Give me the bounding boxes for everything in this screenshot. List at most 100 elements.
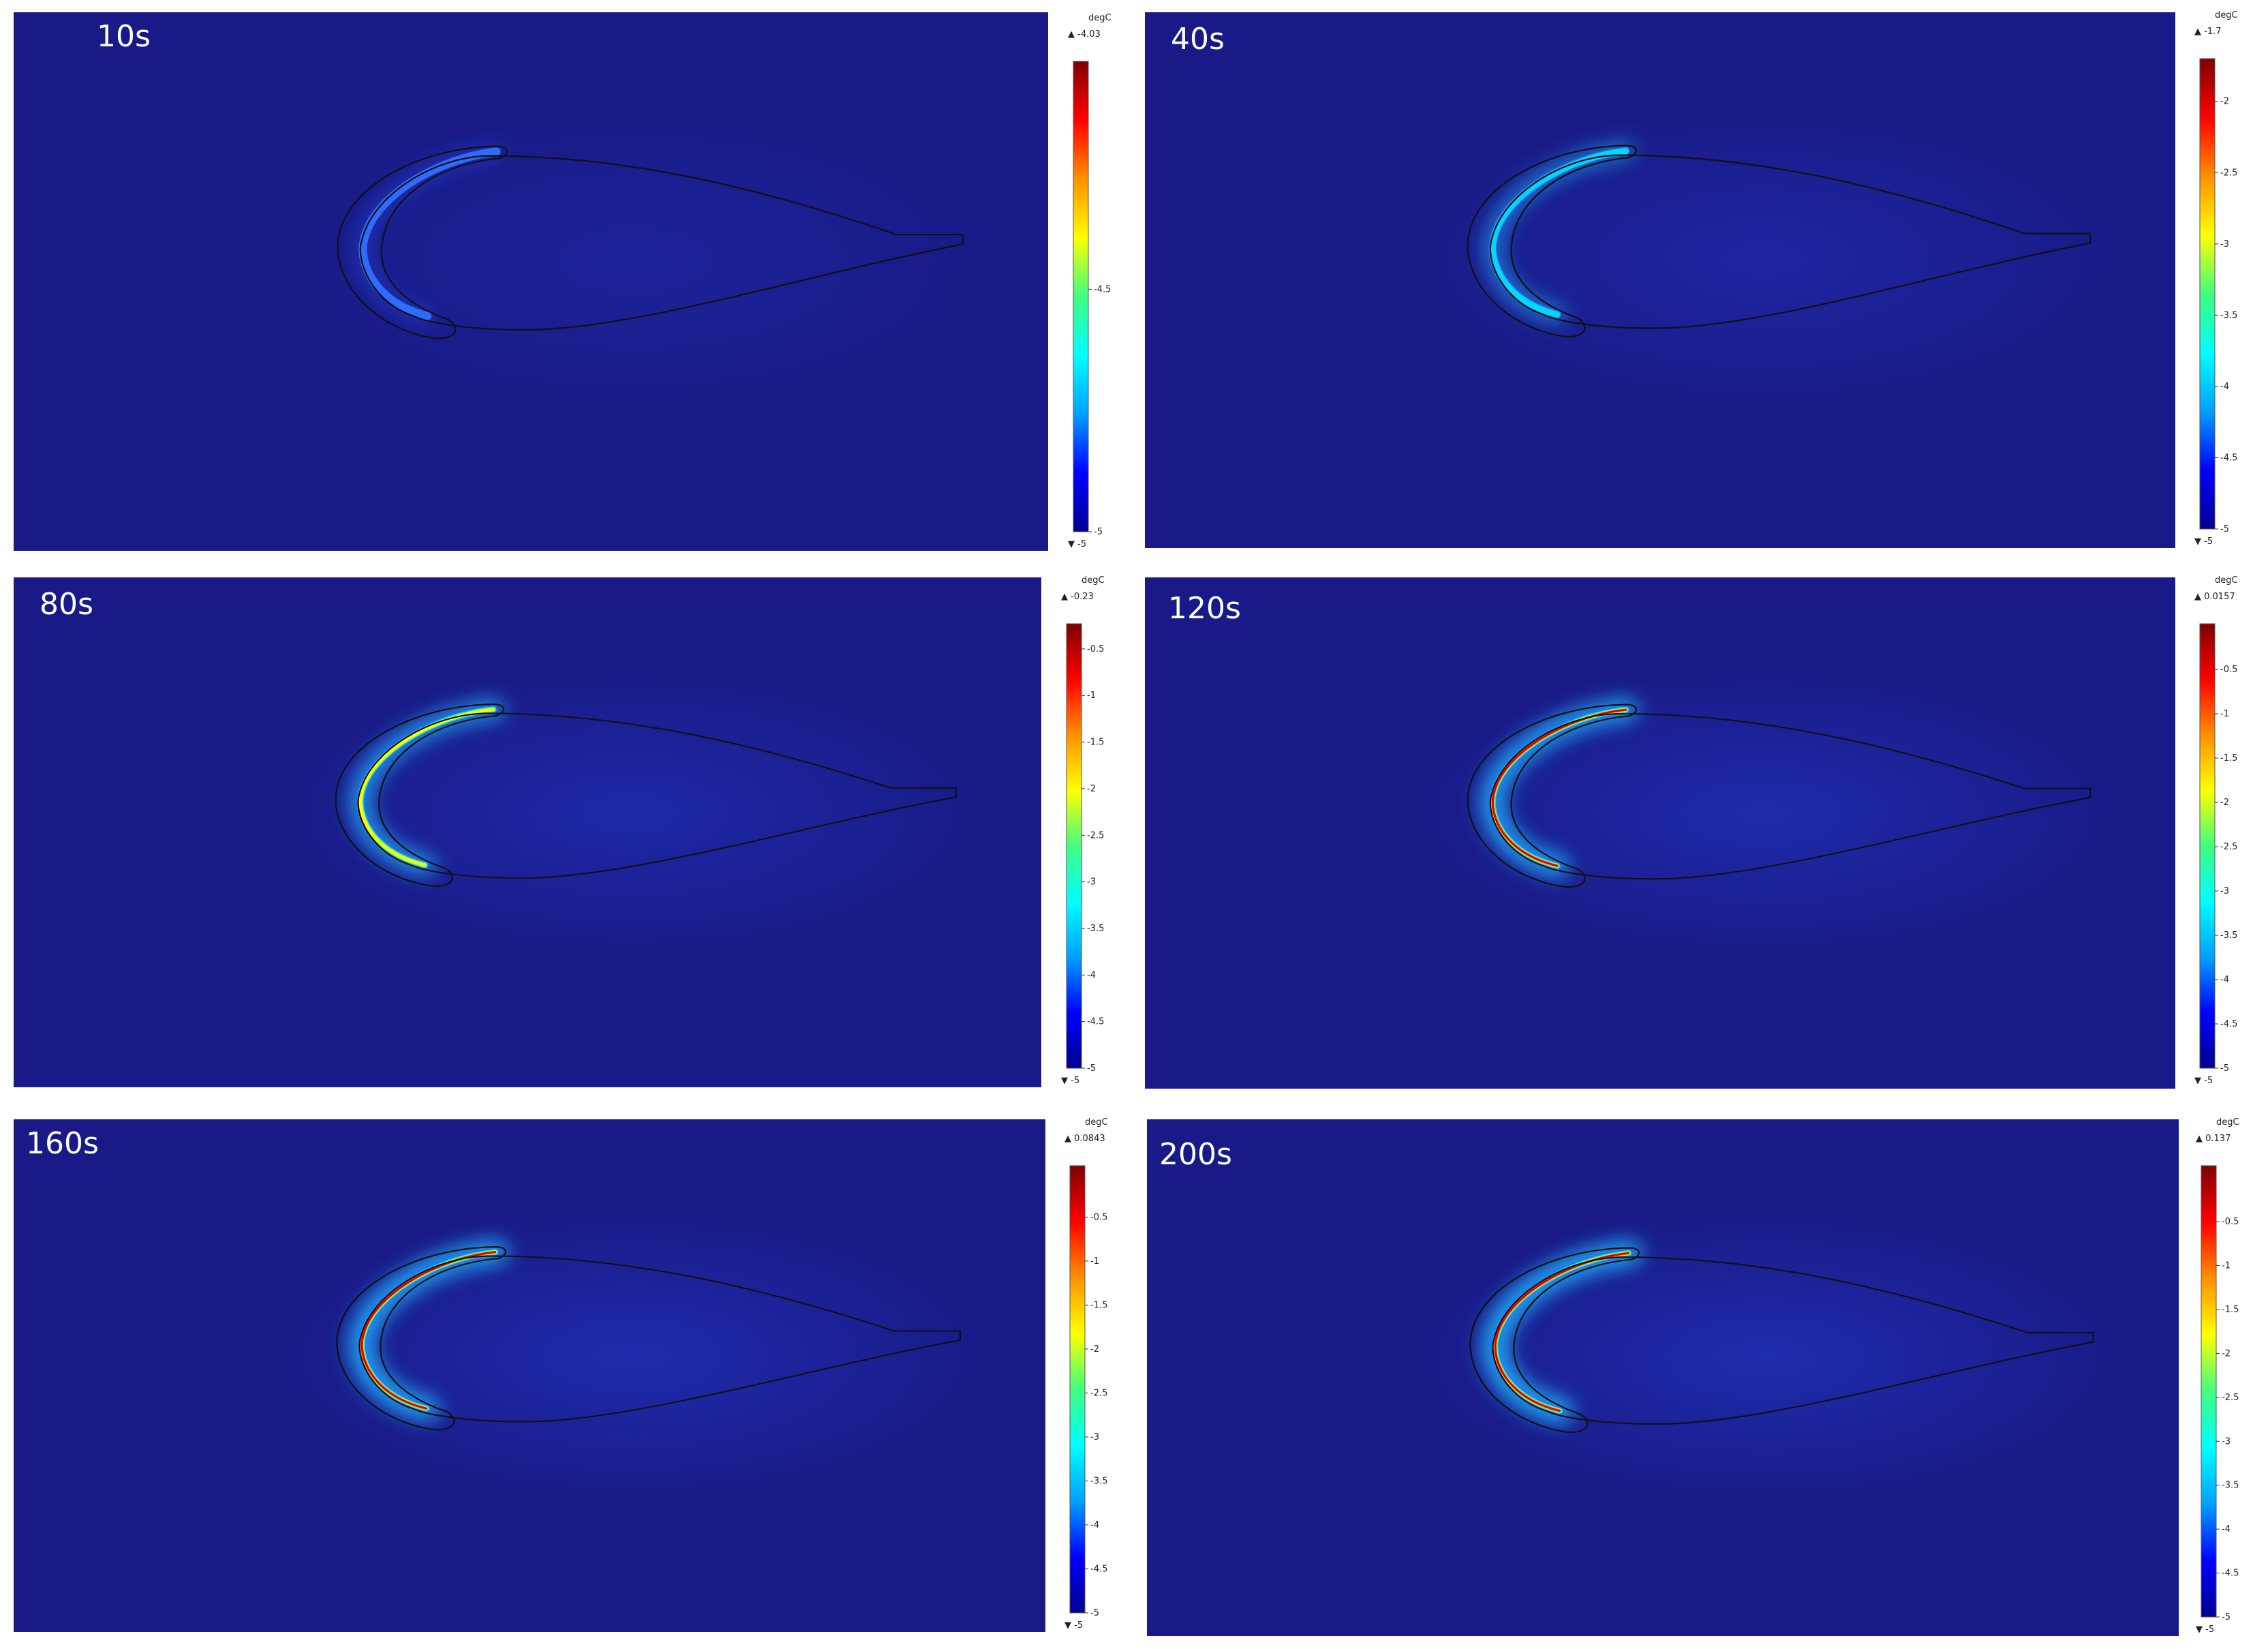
colorbar-tick-label: -4.5: [1090, 1564, 1107, 1574]
temperature-band: [361, 1251, 497, 1410]
colorbar-min-label: ▼ -5: [2196, 1624, 2214, 1635]
temperature-band: [1494, 1252, 1630, 1412]
colorbar-tick-label: -3: [1087, 877, 1096, 888]
colorbar-tick-label: -5: [2222, 1612, 2231, 1622]
colorbar-tick-label: -2: [2222, 1348, 2231, 1359]
heater-outline: [1469, 1247, 1640, 1434]
plot-area: 200s: [1147, 1119, 2179, 1636]
colorbar-tick-label: -3.5: [2220, 931, 2237, 941]
airfoil-group: [1408, 1212, 2124, 1504]
time-label: 200s: [1159, 1137, 1232, 1172]
colorbar-tick-label: -4: [1090, 1520, 1099, 1530]
colorbar-max-label: ▲ -4.03: [1068, 29, 1101, 40]
colorbar-tick-label: -4.5: [1094, 284, 1111, 294]
colorbar-tick-label: -4: [2222, 1524, 2231, 1534]
colorbar-unit: degC: [2215, 575, 2238, 586]
colorbar-tick-label: -0.5: [1090, 1212, 1107, 1222]
time-label: 160s: [26, 1126, 99, 1161]
colorbar-tick-label: -5: [1087, 1063, 1096, 1074]
airfoil-group: [1406, 108, 2121, 411]
colorbar-tick-label: -2.5: [2220, 168, 2237, 178]
temperature-field: [14, 577, 1041, 1087]
colorbar: degC ▲ -0.23 -0.5 -1 -1.5 -2 -2.5 -3 -3.5 -4 -4.5 -…: [1053, 575, 1135, 1087]
colorbar-graphic: degC ▲ 0.0843 -0.5 -1 -1.5 -2 -2.5 -3 -3.5 -4 -4.5…: [1064, 1117, 1108, 1631]
colorbar-gradient: [1066, 623, 1082, 1069]
colorbar-tick-label: -3: [2222, 1436, 2231, 1447]
colorbar-unit: degC: [1085, 1117, 1108, 1128]
thermal-wake: [1406, 108, 2121, 411]
colorbar-tick-label: -3: [1090, 1432, 1099, 1442]
thermal-wake: [274, 669, 987, 957]
colorbar-tick-label: -1: [1090, 1256, 1099, 1267]
thermal-wake: [275, 108, 994, 413]
airfoil-group: [274, 669, 987, 957]
temperature-band: [358, 708, 495, 867]
airfoil-outline: [1492, 1256, 2094, 1425]
airfoil-group: [275, 108, 994, 413]
colorbar-tick-label: -4.5: [1087, 1017, 1104, 1027]
colorbar-gradient: [2201, 1165, 2217, 1618]
colorbar-tick-label: -3.5: [1087, 924, 1104, 934]
airfoil-outline: [357, 712, 957, 879]
colorbar-unit: degC: [1088, 13, 1112, 23]
thermal-wake: [275, 1211, 991, 1501]
colorbar-tick-label: -4: [1087, 970, 1096, 980]
colorbar-tick-label: -3: [2220, 886, 2229, 896]
colorbar-tick-label: -1.5: [1090, 1300, 1107, 1310]
colorbar-tick-label: -1.5: [2220, 753, 2237, 763]
temperature-band: [1489, 148, 1629, 318]
temperature-field: [14, 1119, 1045, 1632]
colorbar-graphic: degC ▲ -4.03 -4.5 -5 ▼ -5: [1068, 13, 1112, 549]
time-label: 120s: [1168, 591, 1241, 626]
colorbar-tick-label: -0.5: [2222, 1217, 2239, 1227]
airfoil-outline: [359, 155, 964, 331]
colorbar-graphic: degC ▲ 0.137 -0.5 -1 -1.5 -2 -2.5 -3 -3.5 -4 -4.5 -…: [2196, 1117, 2239, 1635]
heater-outline: [335, 703, 504, 887]
colorbar-tick-label: -5: [1090, 1608, 1099, 1618]
colorbar: degC ▲ 0.137 -0.5 -1 -1.5 -2 -2.5 -3 -3.5 -4 -4.5 -…: [2188, 1117, 2268, 1636]
temperature-field: [1145, 12, 2175, 548]
temperature-band: [358, 147, 501, 320]
temperature-field: [1145, 577, 2175, 1089]
colorbar-tick-label: -4: [2220, 975, 2229, 985]
colorbar-tick-label: -2: [2220, 97, 2229, 107]
colorbar-graphic: degC ▲ 0.0157 -0.5 -1 -1.5 -2 -2.5 -3 -3.5 -4 -4.5…: [2194, 575, 2238, 1086]
colorbar-tick-label: -1: [2222, 1261, 2231, 1271]
plot-area: 10s: [14, 12, 1048, 551]
colorbar-tick-label: -5: [2220, 1063, 2229, 1074]
colorbar: degC ▲ -1.7 -2 -2.5 -3 -3.5 -4 -4.5 -5 ▼ -5: [2186, 10, 2267, 548]
colorbar-tick-label: -2.5: [1090, 1388, 1107, 1398]
colorbar-unit: degC: [2215, 10, 2238, 20]
colorbar-tick-label: -3.5: [1090, 1476, 1107, 1486]
colorbar-tick-label: -1: [1087, 691, 1096, 701]
temperature-band: [1491, 708, 1627, 867]
colorbar-tick-label: -0.5: [2220, 665, 2237, 675]
colorbar-tick-label: -2: [2220, 798, 2229, 808]
temperature-field: [14, 12, 1048, 551]
colorbar: degC ▲ 0.0157 -0.5 -1 -1.5 -2 -2.5 -3 -3.5 -4 -4.5…: [2186, 575, 2267, 1087]
plot-area: 160s: [14, 1119, 1045, 1632]
colorbar-max-label: ▲ -0.23: [1061, 592, 1094, 602]
colorbar-graphic: degC ▲ -1.7 -2 -2.5 -3 -3.5 -4 -4.5 -5 ▼ -5: [2194, 10, 2238, 547]
airfoil-group: [1406, 669, 2121, 958]
colorbar-tick-label: -2.5: [1087, 830, 1104, 841]
time-label: 10s: [97, 19, 151, 54]
colorbar-tick-label: -4.5: [2222, 1569, 2239, 1579]
colorbar-min-label: ▼ -5: [1061, 1076, 1079, 1086]
colorbar-tick-label: -3.5: [2220, 310, 2237, 320]
heater-outline: [336, 1245, 506, 1431]
thermal-wake: [1406, 669, 2121, 958]
colorbar-max-label: ▲ -1.7: [2194, 27, 2222, 37]
airfoil-outline: [358, 1255, 961, 1423]
airfoil-group: [275, 1211, 991, 1501]
colorbar-tick-label: -2.5: [2222, 1393, 2239, 1403]
colorbar-min-label: ▼ -5: [1068, 539, 1086, 549]
colorbar: degC ▲ -4.03 -4.5 -5 ▼ -5: [1060, 12, 1141, 551]
colorbar-tick-label: -2.5: [2220, 842, 2237, 852]
colorbar-max-label: ▲ 0.137: [2196, 1134, 2231, 1144]
plot-area: 40s: [1145, 12, 2175, 548]
airfoil-outline: [1489, 154, 2091, 329]
time-label: 80s: [40, 587, 93, 622]
airfoil-outline: [1489, 712, 2091, 880]
colorbar-tick-label: -4: [2220, 382, 2229, 392]
